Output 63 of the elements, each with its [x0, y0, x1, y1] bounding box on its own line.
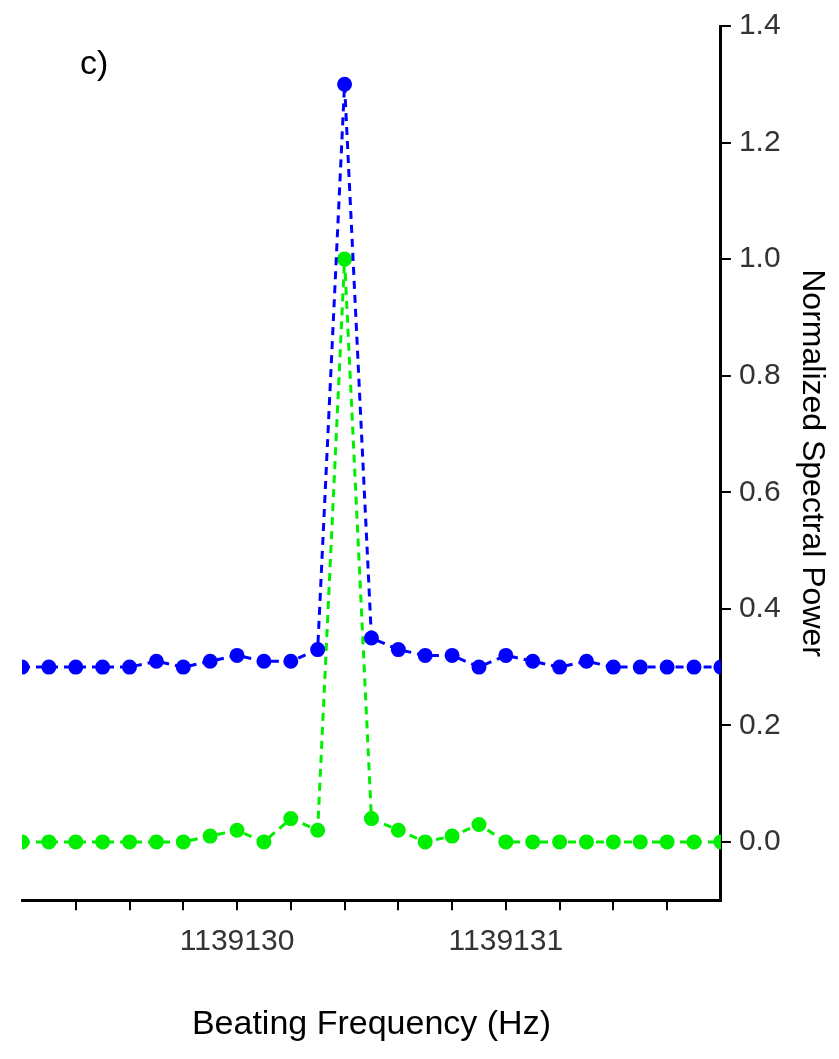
- y-tick-label: 0.4: [738, 590, 781, 624]
- point: [95, 834, 111, 850]
- point: [41, 659, 57, 675]
- point: [552, 659, 568, 675]
- point: [578, 834, 594, 850]
- point: [175, 834, 191, 850]
- y-tick-label: 1.0: [738, 240, 781, 274]
- point: [229, 647, 245, 663]
- point: [390, 822, 406, 838]
- point: [363, 811, 379, 827]
- point: [605, 834, 621, 850]
- point: [95, 659, 111, 675]
- point: [417, 647, 433, 663]
- point: [632, 659, 648, 675]
- point: [525, 653, 541, 669]
- point: [41, 834, 57, 850]
- point: [659, 659, 675, 675]
- point: [256, 653, 272, 669]
- y-tick-label: 1.4: [738, 7, 781, 41]
- point: [363, 630, 379, 646]
- point: [605, 659, 621, 675]
- point: [632, 834, 648, 850]
- point: [122, 834, 138, 850]
- y-tick-label: 0.6: [738, 473, 781, 507]
- point: [498, 647, 514, 663]
- point: [659, 834, 675, 850]
- point: [283, 811, 299, 827]
- point: [444, 828, 460, 844]
- point: [578, 653, 594, 669]
- point: [471, 659, 487, 675]
- point: [175, 659, 191, 675]
- y-tick-label: 0.8: [738, 356, 781, 390]
- y-tick-label: 0.0: [738, 823, 781, 857]
- point: [283, 653, 299, 669]
- point: [148, 834, 164, 850]
- point: [498, 834, 514, 850]
- point: [310, 642, 326, 658]
- point: [471, 816, 487, 832]
- y-tick-label: 0.2: [738, 706, 781, 740]
- point: [686, 659, 702, 675]
- point: [122, 659, 138, 675]
- point: [686, 834, 702, 850]
- point: [390, 642, 406, 658]
- point: [202, 653, 218, 669]
- y-axis-title: Normalized Spectral Power: [795, 269, 832, 658]
- point: [552, 834, 568, 850]
- x-tick-label: 1139130: [179, 923, 295, 957]
- x-axis-title: Beating Frequency (Hz): [191, 1002, 551, 1041]
- point: [256, 834, 272, 850]
- annotation: c): [80, 43, 109, 82]
- point: [202, 828, 218, 844]
- point: [68, 834, 84, 850]
- point: [310, 822, 326, 838]
- point: [148, 653, 164, 669]
- point: [444, 647, 460, 663]
- point: [337, 76, 353, 92]
- x-tick-label: 1139131: [448, 923, 564, 957]
- point: [229, 822, 245, 838]
- point: [417, 834, 433, 850]
- point: [525, 834, 541, 850]
- y-tick-label: 1.2: [738, 123, 781, 157]
- point: [337, 251, 353, 267]
- point: [68, 659, 84, 675]
